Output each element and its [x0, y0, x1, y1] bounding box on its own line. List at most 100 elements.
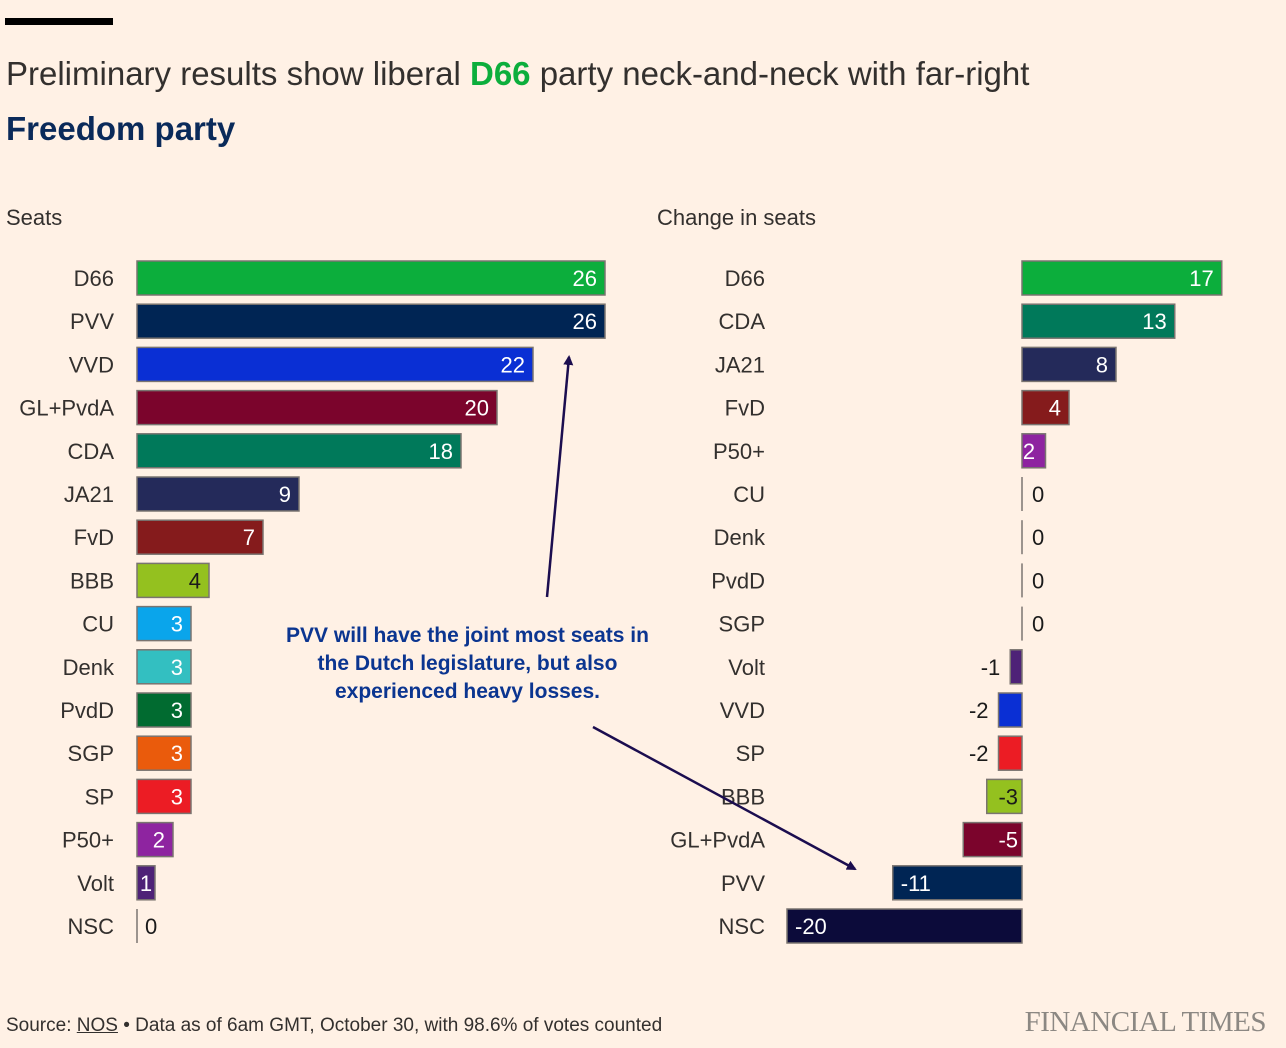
bar	[136, 605, 192, 642]
value-label: 0	[145, 914, 157, 939]
source-label: Source:	[6, 1015, 77, 1036]
category-label: SGP	[68, 741, 114, 766]
value-label: 4	[189, 568, 201, 593]
bar	[786, 908, 1023, 944]
value-label: -3	[998, 784, 1018, 809]
bar	[1021, 433, 1047, 469]
title-part1: Preliminary results show liberal	[6, 55, 470, 92]
value-label: 4	[1049, 396, 1061, 421]
value-label: 3	[171, 784, 183, 809]
value-label: 0	[1032, 612, 1044, 637]
category-label: Volt	[77, 871, 114, 896]
category-label: CU	[82, 612, 114, 637]
ft-top-rule	[5, 18, 113, 25]
value-label: 3	[171, 741, 183, 766]
bar	[892, 865, 1023, 901]
category-label: BBB	[721, 784, 765, 809]
bar	[136, 519, 264, 555]
seats-subtitle: Seats	[6, 205, 63, 230]
bar	[1009, 649, 1023, 685]
bar	[136, 778, 192, 815]
category-label: SGP	[719, 612, 765, 637]
bar	[136, 865, 156, 901]
category-label: FvD	[725, 396, 765, 421]
category-label: SP	[85, 784, 114, 809]
ft-logo: FINANCIAL TIMES	[1024, 1006, 1267, 1038]
value-label: -1	[981, 655, 1001, 680]
annotation-line: experienced heavy losses.	[335, 680, 600, 703]
category-label: CDA	[719, 309, 766, 334]
value-label: 3	[171, 698, 183, 723]
bar	[136, 692, 192, 728]
category-label: GL+PvdA	[670, 828, 765, 853]
value-label: 17	[1189, 266, 1213, 291]
bar	[136, 260, 606, 296]
category-label: D66	[74, 266, 114, 291]
category-label: SP	[736, 741, 765, 766]
category-label: VVD	[69, 352, 114, 377]
value-label: 2	[1023, 439, 1035, 464]
bar	[1021, 346, 1117, 383]
bar	[136, 433, 462, 469]
category-label: PVV	[70, 309, 114, 334]
value-label: -5	[998, 828, 1018, 853]
value-label: 7	[243, 525, 255, 550]
category-label: Denk	[63, 655, 115, 680]
value-label: -11	[901, 871, 931, 896]
value-label: 26	[573, 266, 597, 291]
chart-title: Preliminary results show liberal D66 par…	[6, 46, 1029, 156]
category-label: GL+PvdA	[19, 396, 114, 421]
title-highlight-freedom-party: Freedom party	[6, 110, 236, 147]
category-label: PvdD	[60, 698, 114, 723]
bar	[997, 692, 1023, 728]
category-label: PVV	[721, 871, 765, 896]
value-label: 3	[171, 612, 183, 637]
category-label: CU	[733, 482, 765, 507]
bar	[136, 649, 192, 685]
category-label: FvD	[74, 525, 114, 550]
value-label: -2	[969, 741, 989, 766]
category-label: BBB	[70, 568, 114, 593]
value-label: -2	[969, 698, 989, 723]
value-label: 3	[171, 655, 183, 680]
value-label: 0	[1032, 568, 1044, 593]
bar	[997, 735, 1023, 771]
bar	[136, 735, 192, 771]
bar	[1021, 260, 1223, 296]
title-part2: party neck-and-neck with far-right	[530, 55, 1030, 92]
category-label: D66	[725, 266, 765, 291]
bar	[962, 821, 1023, 858]
value-label: 18	[429, 439, 453, 464]
annotation-arrow-up	[545, 355, 574, 598]
category-label: P50+	[713, 439, 765, 464]
category-label: CDA	[68, 439, 115, 464]
value-label: -20	[795, 914, 827, 939]
annotation-text: PVV will have the joint most seats in th…	[240, 622, 695, 706]
value-label: 0	[1032, 525, 1044, 550]
category-label: P50+	[62, 828, 114, 853]
bar	[1021, 303, 1176, 339]
category-label: NSC	[68, 914, 115, 939]
bar	[136, 821, 174, 858]
source-footer: Source: NOS • Data as of 6am GMT, Octobe…	[6, 1015, 662, 1037]
category-label: NSC	[719, 914, 766, 939]
category-label: PvdD	[711, 568, 765, 593]
annotation-line: the Dutch legislature, but also	[317, 652, 618, 675]
bar	[986, 778, 1023, 815]
source-link-nos[interactable]: NOS	[76, 1015, 118, 1036]
value-label: 2	[153, 828, 165, 853]
bar	[1021, 389, 1070, 426]
value-label: 0	[1032, 482, 1044, 507]
bar	[136, 476, 300, 512]
value-label: 20	[465, 396, 489, 421]
bar	[136, 303, 606, 339]
value-label: 13	[1142, 309, 1166, 334]
category-label: JA21	[64, 482, 114, 507]
value-label: 26	[573, 309, 597, 334]
source-note: • Data as of 6am GMT, October 30, with 9…	[117, 1015, 663, 1036]
title-highlight-d66: D66	[469, 55, 531, 92]
bar	[136, 389, 498, 426]
annotation-arrow-down	[592, 725, 857, 871]
category-label: JA21	[715, 352, 765, 377]
annotation-line: PVV will have the joint most seats in	[286, 624, 649, 647]
